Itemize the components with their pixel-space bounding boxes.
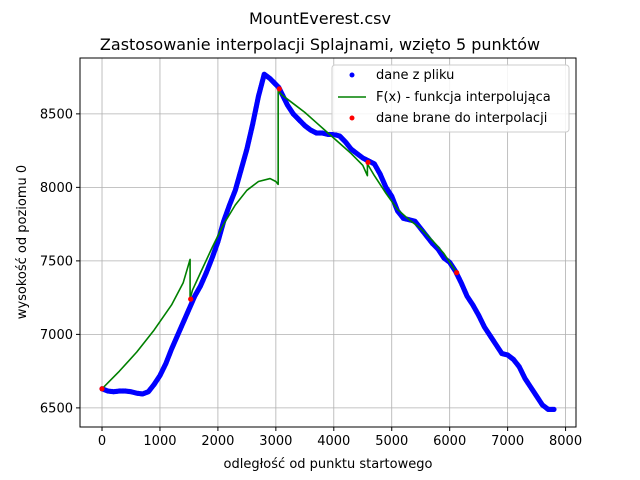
y-tick-label: 8000: [40, 181, 73, 196]
tick-layer: 0 1000 2000 3000 4000 5000 6000 7000 8000 6500 700…: [40, 107, 582, 449]
interpolation-node: [365, 159, 371, 165]
series-interpolation-nodes: [99, 86, 460, 392]
x-tick-label: 3000: [259, 434, 292, 449]
y-tick-label: 7000: [40, 328, 73, 343]
interpolation-node: [454, 270, 460, 276]
legend-label-file-data: dane z pliku: [376, 68, 454, 83]
interpolation-node: [99, 386, 105, 392]
x-tick-label: 0: [98, 434, 106, 449]
legend-marker-file-data: [349, 72, 355, 78]
x-tick-label: 1000: [143, 434, 176, 449]
y-axis-label: wysokość od poziomu 0: [15, 165, 30, 319]
interpolation-node: [276, 86, 282, 92]
plot-frame: [79, 57, 577, 428]
legend-marker-interpolation-nodes: [349, 115, 355, 121]
y-tick-label: 6500: [40, 401, 73, 416]
legend-box: [331, 64, 570, 133]
y-tick-label: 7500: [40, 254, 73, 269]
x-tick-label: 6000: [433, 434, 466, 449]
x-axis-label: odległość od punktu startowego: [224, 457, 433, 472]
x-tick-label: 5000: [375, 434, 408, 449]
legend-label-interpolation-nodes: dane brane do interpolacji: [376, 111, 547, 126]
series-layer: [99, 71, 557, 412]
chart-subtitle: Zastosowanie interpolacji Splajnami, wzi…: [100, 35, 540, 54]
x-tick-label: 7000: [491, 434, 524, 449]
x-tick-label: 4000: [317, 434, 350, 449]
chart-title: MountEverest.csv: [249, 9, 391, 28]
y-tick-label: 8500: [40, 107, 73, 122]
data-point-file: [551, 406, 557, 412]
interpolation-node: [188, 296, 194, 302]
legend: dane z pliku F(x) - funkcja interpolując…: [331, 64, 570, 133]
x-tick-label: 2000: [201, 434, 234, 449]
x-tick-label: 8000: [549, 434, 582, 449]
legend-label-interpolating-function: F(x) - funkcja interpolująca: [376, 90, 551, 105]
